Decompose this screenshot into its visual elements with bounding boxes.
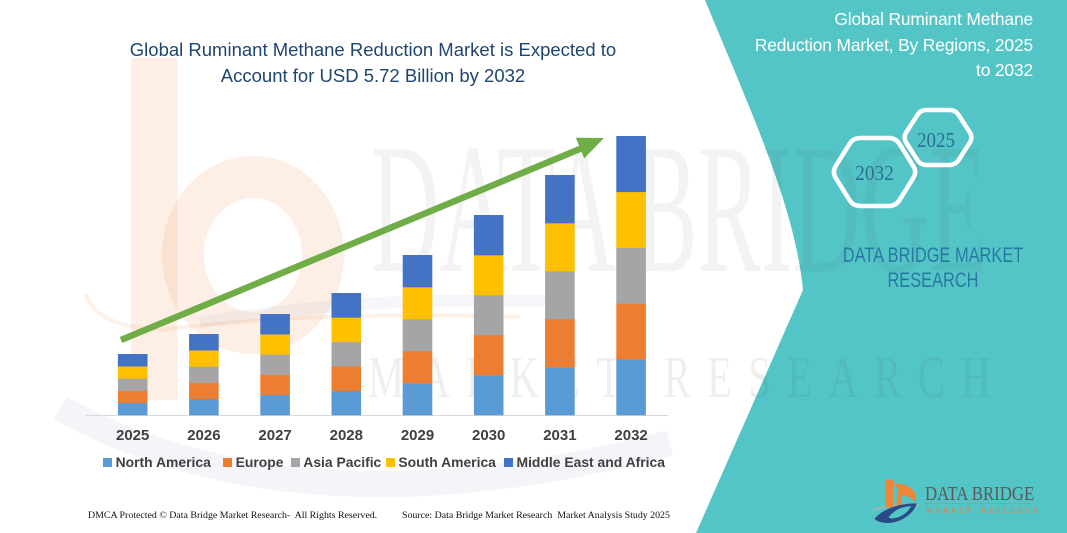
- svg-text:DATA BRIDGE: DATA BRIDGE: [371, 106, 987, 312]
- svg-text:MARKET RESEARCH: MARKET RESEARCH: [368, 344, 1007, 410]
